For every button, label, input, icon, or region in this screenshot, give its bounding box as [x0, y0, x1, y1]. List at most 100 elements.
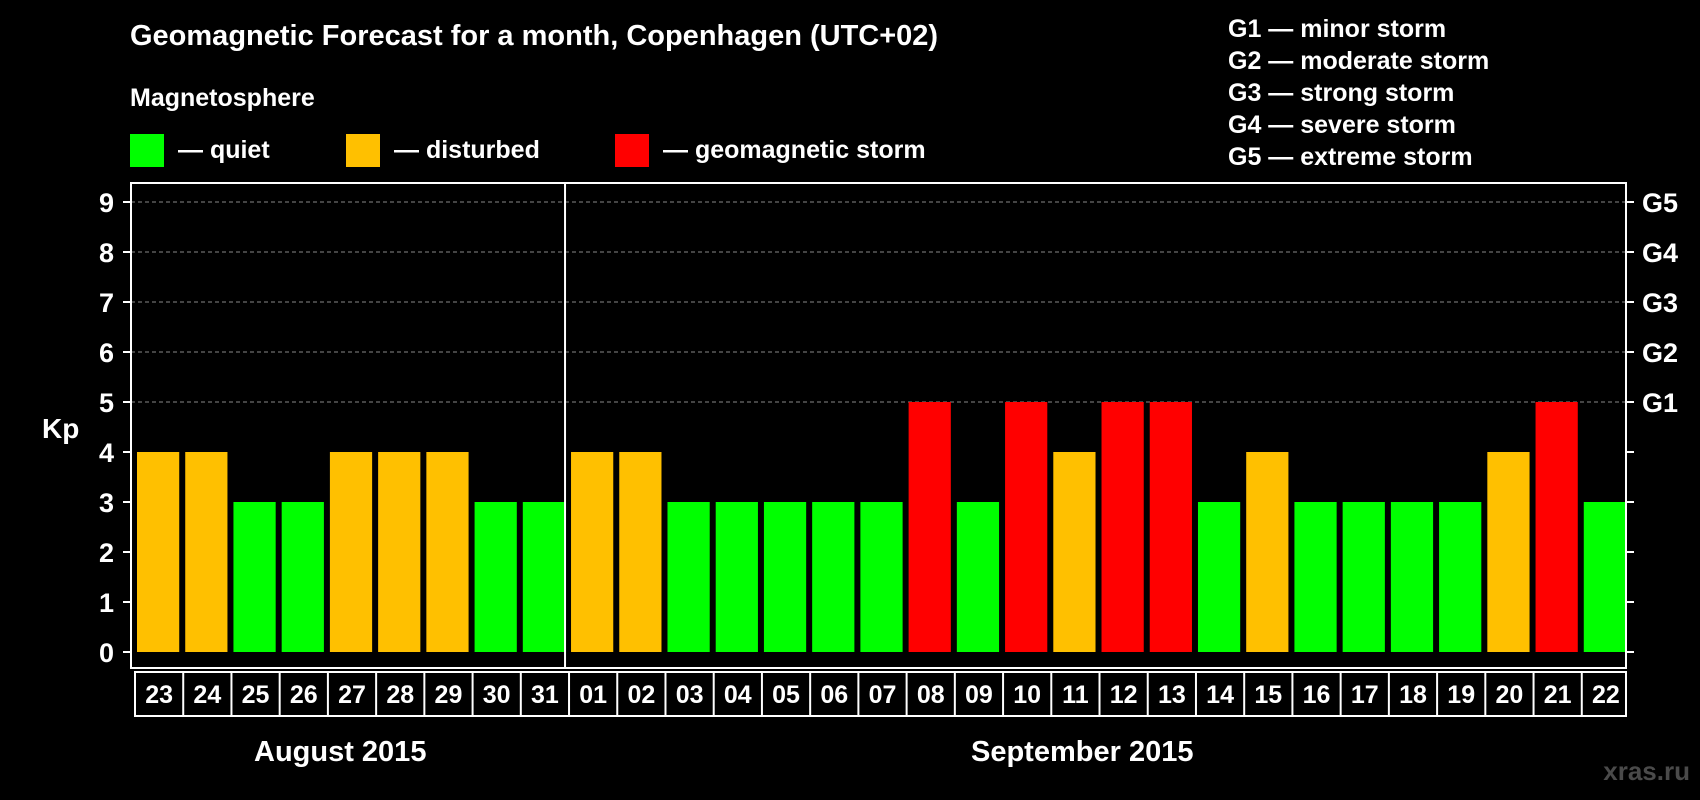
- x-tick-label: 23: [145, 681, 173, 709]
- x-tick-label: 28: [386, 681, 414, 709]
- bar: [378, 452, 421, 652]
- x-tick-label: 11: [1062, 681, 1089, 709]
- x-tick-label: 02: [627, 681, 655, 709]
- month-label-september: September 2015: [971, 736, 1194, 768]
- y-axis-label: Kp: [42, 413, 79, 444]
- x-tick-label: 01: [579, 681, 607, 709]
- bar: [137, 452, 180, 652]
- y-tick-label: 0: [99, 638, 114, 668]
- x-tick-label: 18: [1399, 681, 1427, 709]
- x-tick-label: 31: [531, 681, 559, 709]
- month-label-august: August 2015: [254, 736, 427, 768]
- x-tick-label: 21: [1544, 681, 1572, 709]
- chart-title: Geomagnetic Forecast for a month, Copenh…: [130, 20, 939, 52]
- g-scale-item-g3: G3 — strong storm: [1228, 79, 1455, 107]
- y-tick-label: 4: [99, 438, 114, 468]
- legend-item-quiet: — quiet: [130, 134, 270, 167]
- x-tick-label: 20: [1496, 681, 1524, 709]
- legend-label-disturbed: — disturbed: [394, 136, 540, 164]
- y-tick-label: 3: [99, 488, 114, 518]
- g-scale-item-g5: G5 — extreme storm: [1228, 143, 1473, 171]
- x-tick-label: 09: [965, 681, 993, 709]
- g-level-label: G5: [1642, 188, 1678, 218]
- bar: [426, 452, 469, 652]
- x-tick-label: 19: [1447, 681, 1475, 709]
- x-tick-label: 14: [1206, 681, 1234, 709]
- legend-item-storm: — geomagnetic storm: [615, 134, 926, 167]
- x-tick-label: 17: [1351, 681, 1379, 709]
- x-tick-label: 29: [435, 681, 463, 709]
- plot-frame: [130, 182, 1627, 669]
- g-scale-item-g4: G4 — severe storm: [1228, 111, 1456, 139]
- g-level-label: G1: [1642, 388, 1678, 418]
- x-tick-label: 04: [724, 681, 752, 709]
- legend-title: Magnetosphere: [130, 84, 315, 112]
- bar: [1005, 402, 1048, 652]
- bar: [1439, 502, 1482, 652]
- x-tick-label: 13: [1158, 681, 1186, 709]
- y-tick-label: 1: [99, 588, 114, 618]
- bar: [1246, 452, 1289, 652]
- x-tick-label: 05: [772, 681, 800, 709]
- bar: [1053, 452, 1096, 652]
- g-scale-item-g1: G1 — minor storm: [1228, 15, 1447, 43]
- x-tick-label: 03: [676, 681, 704, 709]
- y-tick-label: 9: [99, 188, 114, 218]
- x-tick-label: 26: [290, 681, 318, 709]
- bar: [860, 502, 903, 652]
- bar: [1583, 502, 1626, 652]
- bar: [619, 452, 662, 652]
- y-tick-label: 6: [99, 338, 114, 368]
- bar: [1390, 502, 1434, 652]
- bar: [667, 502, 710, 652]
- x-tick-label: 27: [338, 681, 366, 709]
- y-tick-label: 2: [99, 538, 114, 568]
- x-tick-label: 10: [1013, 681, 1041, 709]
- bar: [1197, 502, 1241, 652]
- x-tick-label: 22: [1592, 681, 1620, 709]
- bar: [763, 502, 807, 652]
- bar: [474, 502, 517, 652]
- bar: [715, 502, 758, 652]
- x-tick-label: 24: [193, 681, 221, 709]
- legend-swatch-disturbed: [346, 134, 380, 167]
- legend-swatch-storm: [615, 134, 649, 167]
- bar: [1149, 402, 1192, 652]
- x-tick-label: 07: [869, 681, 897, 709]
- legend-item-disturbed: — disturbed: [346, 134, 540, 167]
- bar: [1101, 402, 1144, 652]
- y-tick-label: 8: [99, 238, 114, 268]
- x-tick-label: 06: [820, 681, 848, 709]
- bar: [281, 502, 324, 652]
- bar: [1342, 502, 1385, 652]
- bar: [812, 502, 855, 652]
- x-tick-label: 25: [242, 681, 270, 709]
- g-level-label: G3: [1642, 288, 1678, 318]
- x-tick-label: 15: [1254, 681, 1282, 709]
- bar: [1294, 502, 1337, 652]
- bar: [571, 452, 614, 652]
- bar: [908, 402, 951, 652]
- g-level-label: G4: [1642, 238, 1678, 268]
- bar: [233, 502, 276, 652]
- legend-swatch-quiet: [130, 134, 164, 167]
- y-tick-label: 7: [99, 288, 114, 318]
- g-scale-legend: G1 — minor storm G2 — moderate storm G3 …: [1228, 13, 1489, 173]
- bar: [185, 452, 228, 652]
- site-credit: xras.ru: [1603, 756, 1690, 786]
- date-strip: [134, 671, 1627, 717]
- bar: [1487, 452, 1530, 652]
- g-scale-item-g2: G2 — moderate storm: [1228, 47, 1490, 75]
- legend-label-quiet: — quiet: [178, 136, 270, 164]
- legend-label-storm: — geomagnetic storm: [663, 136, 926, 164]
- x-tick-label: 16: [1303, 681, 1331, 709]
- bar: [329, 452, 373, 652]
- bar: [1535, 402, 1578, 652]
- bar: [956, 502, 1000, 652]
- y-tick-label: 5: [99, 388, 114, 418]
- g-level-label: G2: [1642, 338, 1678, 368]
- x-tick-label: 30: [483, 681, 511, 709]
- bar: [522, 502, 566, 652]
- x-tick-label: 08: [917, 681, 945, 709]
